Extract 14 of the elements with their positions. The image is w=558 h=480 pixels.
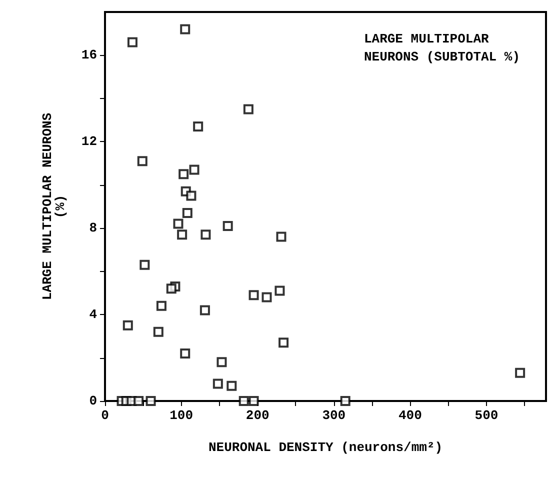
y-tick-label: 8 [89,220,98,236]
x-tick-label: 400 [398,408,422,423]
x-tick-label: 200 [246,408,270,423]
x-tick-label: 0 [101,408,110,423]
annotation: LARGE MULTIPOLAR NEURONS (SUBTOTAL %) [364,32,520,64]
y-tick-label: 16 [81,48,98,63]
y-tick-label: 4 [89,307,98,322]
y-axis-title: LARGE MULTIPOLAR NEURONS (%) [40,112,68,300]
x-tick-label: 300 [322,408,346,423]
x-axis-title: NEURONAL DENSITY (neurons/mm²) [208,440,443,455]
x-tick-label: 500 [474,408,498,423]
y-tick-label: 0 [89,394,98,408]
x-tick-label: 100 [170,408,194,423]
y-tick-label: 12 [81,134,98,150]
